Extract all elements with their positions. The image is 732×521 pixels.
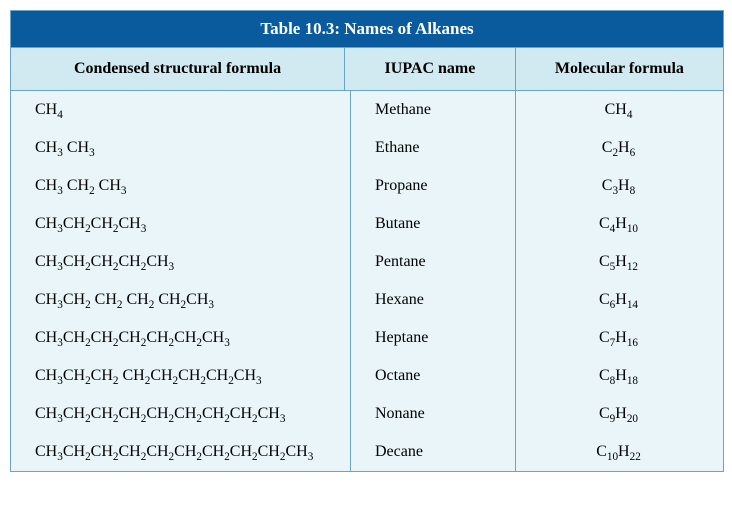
structural-formula-cell: CH3CH2CH2 CH2CH2CH2CH2CH3 xyxy=(11,357,351,395)
iupac-name-cell: Methane xyxy=(351,91,516,129)
table-header-row: Condensed structural formula IUPAC name … xyxy=(11,48,723,91)
table-row: CH3CH2CH2CH2CH2CH2CH2CH2CH2CH3DecaneC10H… xyxy=(11,433,723,471)
table-row: CH3 CH3EthaneC2H6 xyxy=(11,129,723,167)
molecular-formula-cell: CH4 xyxy=(516,91,721,129)
iupac-name-cell: Heptane xyxy=(351,319,516,357)
molecular-formula-cell: C9H20 xyxy=(516,395,721,433)
table-row: CH3CH2 CH2 CH2 CH2CH3HexaneC6H14 xyxy=(11,281,723,319)
molecular-formula-cell: C5H12 xyxy=(516,243,721,281)
structural-formula-cell: CH3 CH3 xyxy=(11,129,351,167)
alkanes-table: Table 10.3: Names of Alkanes Condensed s… xyxy=(10,10,724,472)
table-body: CH4MethaneCH4CH3 CH3EthaneC2H6CH3 CH2 CH… xyxy=(11,91,723,471)
column-header-iupac: IUPAC name xyxy=(345,48,516,90)
table-row: CH4MethaneCH4 xyxy=(11,91,723,129)
table-row: CH3CH2CH2CH2CH2CH2CH2CH2CH3NonaneC9H20 xyxy=(11,395,723,433)
molecular-formula-cell: C3H8 xyxy=(516,167,721,205)
table-row: CH3CH2CH2 CH2CH2CH2CH2CH3OctaneC8H18 xyxy=(11,357,723,395)
structural-formula-cell: CH3CH2 CH2 CH2 CH2CH3 xyxy=(11,281,351,319)
column-header-structural: Condensed structural formula xyxy=(11,48,345,90)
structural-formula-cell: CH4 xyxy=(11,91,351,129)
structural-formula-cell: CH3CH2CH2CH2CH2CH2CH3 xyxy=(11,319,351,357)
molecular-formula-cell: C4H10 xyxy=(516,205,721,243)
column-header-molecular: Molecular formula xyxy=(516,48,723,90)
iupac-name-cell: Hexane xyxy=(351,281,516,319)
molecular-formula-cell: C6H14 xyxy=(516,281,721,319)
table-row: CH3CH2CH2CH2CH3PentaneC5H12 xyxy=(11,243,723,281)
table-row: CH3CH2CH2CH2CH2CH2CH3HeptaneC7H16 xyxy=(11,319,723,357)
structural-formula-cell: CH3CH2CH2CH2CH3 xyxy=(11,243,351,281)
structural-formula-cell: CH3CH2CH2CH2CH2CH2CH2CH2CH3 xyxy=(11,395,351,433)
iupac-name-cell: Butane xyxy=(351,205,516,243)
iupac-name-cell: Nonane xyxy=(351,395,516,433)
iupac-name-cell: Ethane xyxy=(351,129,516,167)
iupac-name-cell: Pentane xyxy=(351,243,516,281)
molecular-formula-cell: C7H16 xyxy=(516,319,721,357)
molecular-formula-cell: C2H6 xyxy=(516,129,721,167)
table-title: Table 10.3: Names of Alkanes xyxy=(11,11,723,48)
iupac-name-cell: Decane xyxy=(351,433,516,471)
molecular-formula-cell: C8H18 xyxy=(516,357,721,395)
iupac-name-cell: Octane xyxy=(351,357,516,395)
iupac-name-cell: Propane xyxy=(351,167,516,205)
table-row: CH3 CH2 CH3PropaneC3H8 xyxy=(11,167,723,205)
structural-formula-cell: CH3 CH2 CH3 xyxy=(11,167,351,205)
table-row: CH3CH2CH2CH3ButaneC4H10 xyxy=(11,205,723,243)
molecular-formula-cell: C10H22 xyxy=(516,433,721,471)
structural-formula-cell: CH3CH2CH2CH3 xyxy=(11,205,351,243)
structural-formula-cell: CH3CH2CH2CH2CH2CH2CH2CH2CH2CH3 xyxy=(11,433,351,471)
